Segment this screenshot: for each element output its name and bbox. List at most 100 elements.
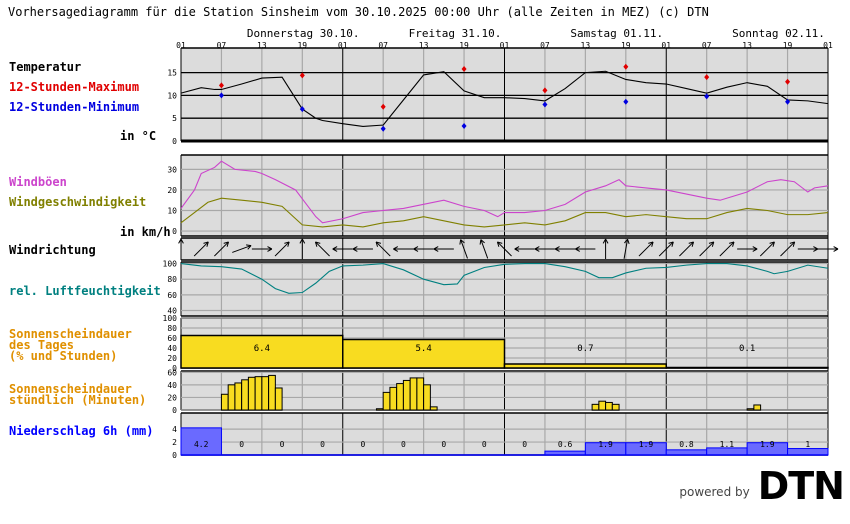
- label-tmin: 12-Stunden-Minimum: [9, 100, 140, 114]
- wind-arrow-stroke: [813, 246, 819, 250]
- wind-arrow-stroke: [246, 244, 252, 247]
- wind-arrow-stroke: [206, 241, 209, 247]
- tmin-marker: [623, 98, 629, 105]
- precip-label: 0: [522, 440, 527, 449]
- hour-tick-label: 07: [540, 41, 550, 50]
- wind-arrow-stroke: [497, 241, 512, 257]
- wind-arrow-stroke: [433, 248, 439, 252]
- y-tick-label: 60: [167, 334, 177, 343]
- wind-arrow: [554, 246, 576, 252]
- wind-arrow-stroke: [223, 241, 229, 244]
- wind-arrow-stroke: [534, 248, 540, 252]
- sun-hourly-bar: [591, 403, 600, 411]
- precip-label: 1.9: [760, 440, 775, 449]
- wind-arrow-stroke: [460, 239, 468, 259]
- precip-label: 0: [482, 440, 487, 449]
- wind-arrow-stroke: [393, 246, 399, 250]
- wind-arrow: [375, 241, 391, 257]
- wind-arrow-stroke: [648, 241, 654, 244]
- sun-hourly-bar: [746, 408, 755, 411]
- wind-arrow: [299, 238, 306, 259]
- wind-arrow-stroke: [780, 241, 795, 257]
- wind-arrow-stroke: [480, 239, 485, 244]
- sun-daily-label: 0.1: [739, 344, 755, 354]
- tmax-marker: [380, 103, 386, 110]
- hour-tick-label: 01: [823, 41, 833, 50]
- sun-hourly-bar: [261, 376, 270, 411]
- wind-arrow-stroke: [393, 248, 399, 252]
- y-tick-label: 20: [167, 354, 177, 363]
- wind-arrow-stroke: [711, 241, 715, 247]
- wind-arrow-stroke: [480, 239, 489, 259]
- wind-arrow-stroke: [575, 246, 581, 250]
- wind-arrow-stroke: [554, 248, 560, 252]
- sun-hourly-bar: [389, 386, 398, 411]
- y-tick-label: 100: [163, 260, 178, 269]
- wind-arrow-stroke: [180, 238, 184, 244]
- y-tick-label: 80: [167, 324, 177, 333]
- hour-tick-label: 19: [459, 41, 469, 50]
- wind-arrow-stroke: [691, 241, 695, 247]
- hour-tick-label: 01: [500, 41, 510, 50]
- sun-hourly-bar: [409, 377, 418, 411]
- wind-arrow-stroke: [460, 239, 465, 244]
- wind-arrow-stroke: [247, 245, 252, 250]
- y-tick-label: 40: [167, 381, 177, 390]
- temperature-line: [180, 70, 829, 127]
- wind-arrow: [797, 246, 819, 252]
- hour-tick-label: 13: [419, 41, 429, 50]
- y-tick-label: 30: [167, 165, 177, 174]
- tmin-marker: [704, 93, 710, 100]
- sun-hourly-bar: [396, 383, 404, 411]
- hour-tick-label: 01: [176, 41, 186, 50]
- label-gust: Windböen: [9, 175, 67, 189]
- day-label: Sonntag 02.11.: [732, 27, 825, 40]
- hour-tick-label: 07: [702, 41, 712, 50]
- wind-arrow-stroke: [671, 241, 674, 247]
- wind-arrow-stroke: [496, 241, 500, 247]
- tmax-marker: [623, 63, 629, 70]
- wind-arrow: [679, 241, 695, 257]
- wind-arrow-stroke: [792, 241, 796, 247]
- wind-arrow: [818, 246, 839, 252]
- sun-hourly-bar: [227, 384, 236, 411]
- precip-label: 0: [239, 440, 244, 449]
- wind-arrow-stroke: [624, 238, 628, 244]
- wind-arrow-stroke: [554, 246, 560, 250]
- y-tick-label: 10: [167, 91, 177, 100]
- sun-hourly-bar: [234, 382, 243, 411]
- wind-arrow-stroke: [534, 246, 540, 250]
- wind-arrow-stroke: [375, 241, 379, 247]
- wind-arrow: [638, 241, 654, 257]
- hour-tick-label: 13: [257, 41, 267, 50]
- wind-arrow: [496, 241, 512, 257]
- precip-label: 0.6: [558, 440, 573, 449]
- wind-arrow-stroke: [226, 241, 229, 247]
- wind-arrow-stroke: [813, 248, 819, 252]
- sun-hourly-bar: [241, 379, 249, 411]
- wind-arrow-stroke: [651, 241, 654, 247]
- wind-arrow: [658, 241, 674, 257]
- tmin-marker: [380, 125, 386, 132]
- hour-tick-label: 13: [742, 41, 752, 50]
- label-temp-unit: in °C: [120, 129, 157, 143]
- wind-arrow: [393, 246, 414, 252]
- wind-arrow: [514, 246, 535, 252]
- sun-hourly-bar: [382, 391, 391, 411]
- wind-arrow: [602, 238, 609, 259]
- sun-hourly-bar: [423, 384, 431, 411]
- tmax-marker: [299, 72, 305, 79]
- y-tick-label: 20: [167, 393, 177, 402]
- wind-arrow: [413, 246, 434, 252]
- tmax-marker: [785, 78, 791, 85]
- wind-arrow-stroke: [375, 241, 391, 257]
- label-humidity: rel. Luftfeuchtigkeit: [9, 284, 161, 298]
- sun-hourly-bar: [268, 374, 276, 411]
- label-wind-unit: in km/h: [120, 225, 171, 239]
- y-tick-label: 0: [172, 406, 177, 415]
- precip-label: 1: [805, 440, 810, 449]
- wind-arrow-stroke: [729, 241, 735, 244]
- precip-label: 0.8: [679, 440, 694, 449]
- wind-arrow: [479, 239, 489, 259]
- y-tick-label: 0: [172, 137, 177, 146]
